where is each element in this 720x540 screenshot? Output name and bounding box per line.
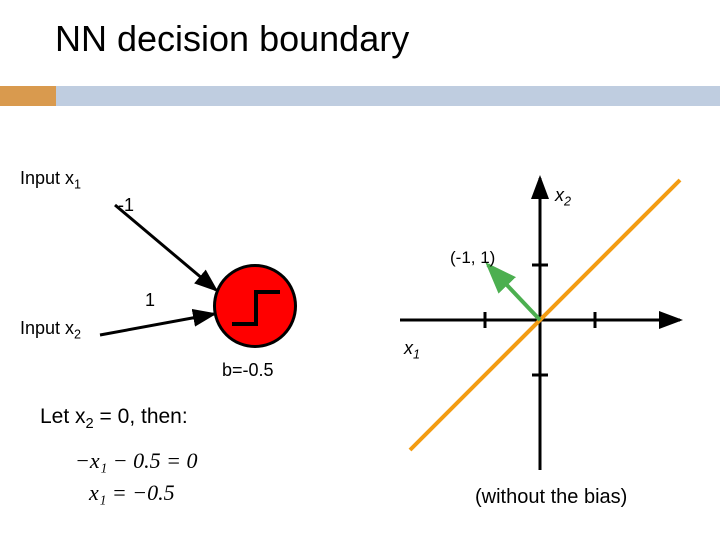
without-bias-label: (without the bias) [475,486,627,509]
weight2-label: 1 [145,290,155,311]
input1-label: Input x1 [20,168,81,192]
weight1-label: -1 [118,195,134,216]
decision-boundary-line [410,180,680,450]
axis-x-label: x1 [404,338,420,362]
point-label: (-1, 1) [450,248,495,268]
accent-bar-orange [0,86,56,106]
activation-node [213,264,297,348]
input2-label: Input x2 [20,318,81,342]
slide-title: NN decision boundary [55,18,409,60]
equation-1: −x₁ − 0.5 = 0 [75,445,197,477]
axis-y-label: x2 [555,185,571,209]
edge-input1 [115,205,216,290]
edge-input2 [100,314,214,335]
let-line: Let x2 = 0, then: [40,405,188,432]
accent-bar-blue [56,86,720,106]
equation-2: x₁ = −0.5 [75,477,197,509]
weight-vector [488,265,540,320]
bias-label: b=-0.5 [222,360,274,381]
equations: −x₁ − 0.5 = 0 x₁ = −0.5 [75,445,197,509]
